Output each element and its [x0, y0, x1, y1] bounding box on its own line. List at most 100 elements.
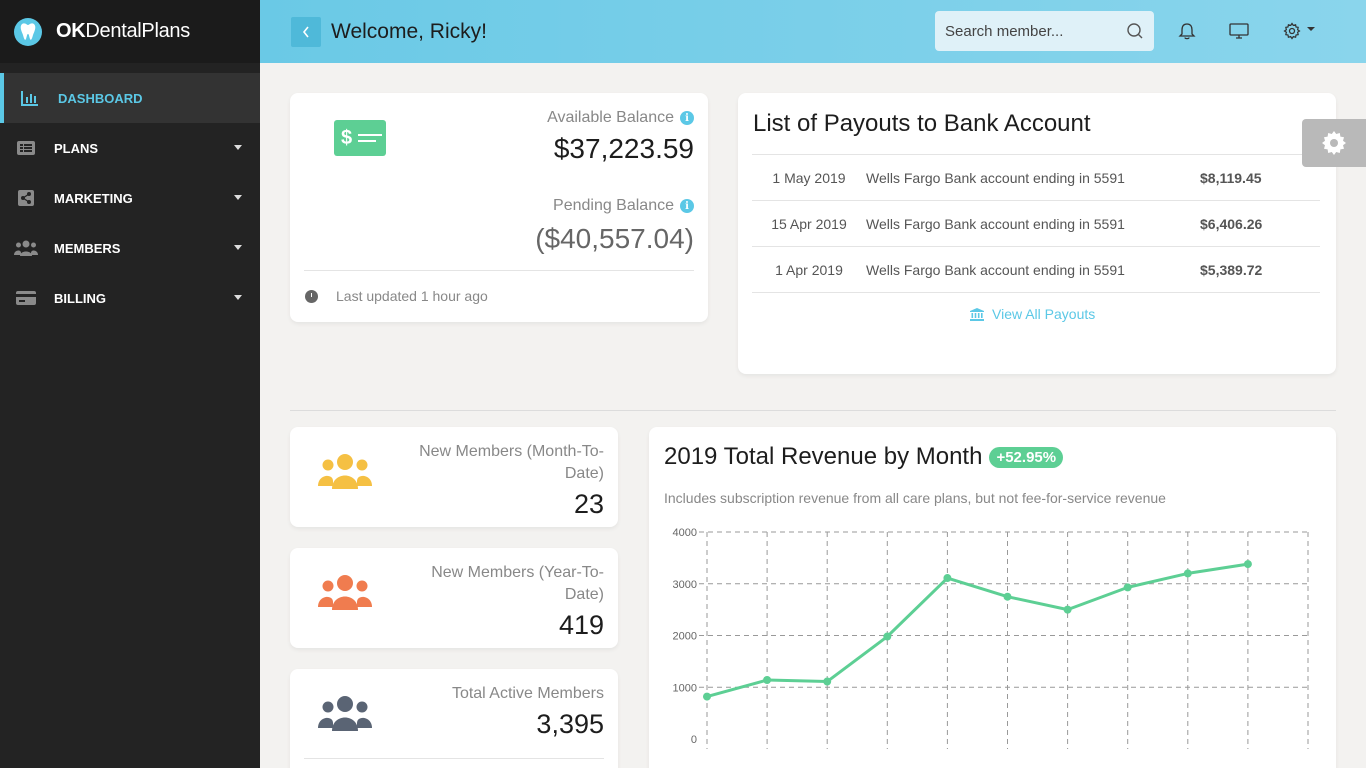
bank-icon — [970, 307, 984, 321]
stat-card-new-members-month: New Members (Month-To-Date) 23 — [290, 427, 618, 527]
stat-value: 23 — [573, 489, 604, 519]
chevron-down-icon — [234, 245, 242, 250]
revenue-title: 2019 Total Revenue by Month +52.95% — [664, 443, 1064, 471]
revenue-line-chart[interactable]: 0 1000 2000 3000 4000 — [649, 517, 1336, 767]
gear-icon — [1322, 131, 1346, 155]
available-balance-value: $37,223.59 — [553, 133, 694, 164]
data-point — [943, 574, 952, 583]
payout-date: 1 May 2019 — [752, 154, 866, 201]
list-icon — [14, 139, 38, 157]
sidebar-item-marketing[interactable]: MARKETING — [0, 173, 260, 223]
pending-balance-label: Pending Balance i — [553, 197, 694, 215]
payout-desc: Wells Fargo Bank account ending in 5591 — [866, 154, 1200, 201]
search-input[interactable] — [945, 22, 1126, 40]
sidebar-item-dashboard[interactable]: DASHBOARD — [0, 73, 260, 123]
stat-label: New Members (Year-To-Date) — [431, 564, 604, 603]
data-point — [823, 677, 832, 686]
welcome-title: Welcome, Ricky! — [331, 19, 487, 43]
payouts-title: List of Payouts to Bank Account — [753, 110, 1091, 137]
stat-value: 3,395 — [536, 709, 604, 739]
table-row[interactable]: 15 Apr 2019 Wells Fargo Bank account end… — [752, 200, 1320, 247]
y-tick-label: 4000 — [673, 527, 697, 539]
table-row[interactable]: 1 May 2019 Wells Fargo Bank account endi… — [752, 154, 1320, 201]
users-icon — [318, 574, 372, 617]
sidebar-item-label: BILLING — [54, 290, 106, 306]
bell-icon[interactable] — [1176, 20, 1198, 42]
view-all-payouts-link[interactable]: View All Payouts — [970, 306, 1095, 322]
data-point — [1183, 569, 1192, 578]
users-icon — [14, 239, 38, 257]
divider — [304, 270, 694, 271]
section-divider — [290, 410, 1336, 411]
last-updated: Last updated 1 hour ago — [305, 288, 488, 304]
chevron-down-icon[interactable] — [1305, 18, 1317, 40]
sidebar-nav: DASHBOARD PLANS MARKETING MEMBERS — [0, 73, 260, 323]
sidebar-item-members[interactable]: MEMBERS — [0, 223, 260, 273]
payouts-card: List of Payouts to Bank Account 1 May 20… — [738, 93, 1336, 374]
available-balance-label: Available Balance i — [547, 109, 694, 127]
payouts-table: 1 May 2019 Wells Fargo Bank account endi… — [752, 154, 1320, 293]
settings-panel-toggle[interactable] — [1302, 119, 1366, 167]
brand-name: OKDentalPlans — [56, 20, 190, 42]
stat-value: 419 — [558, 610, 604, 640]
gear-icon[interactable] — [1281, 20, 1303, 42]
stat-label: New Members (Month-To-Date) — [419, 443, 604, 482]
stat-label: Total Active Members — [451, 685, 604, 702]
payout-amount: $8,119.45 — [1200, 154, 1320, 201]
tooth-logo-icon — [14, 17, 42, 46]
sidebar-item-billing[interactable]: BILLING — [0, 273, 260, 323]
data-point — [1063, 605, 1072, 614]
chevron-down-icon — [234, 195, 242, 200]
bar-chart-icon — [18, 89, 42, 107]
stat-card-new-members-year: New Members (Year-To-Date) 419 — [290, 548, 618, 648]
stat-card-total-active: Total Active Members 3,395 — [290, 669, 618, 768]
top-header: Welcome, Ricky! — [260, 0, 1366, 63]
y-tick-label: 3000 — [673, 579, 697, 591]
table-row[interactable]: 1 Apr 2019 Wells Fargo Bank account endi… — [752, 246, 1320, 293]
payout-date: 15 Apr 2019 — [752, 200, 866, 247]
balance-card: $ Available Balance i $37,223.59 Pending… — [290, 93, 708, 322]
share-icon — [14, 189, 38, 207]
sidebar-item-label: PLANS — [54, 140, 99, 156]
y-tick-label: 0 — [691, 734, 697, 746]
sidebar-item-plans[interactable]: PLANS — [0, 123, 260, 173]
chevron-left-icon — [302, 26, 309, 37]
growth-badge: +52.95% — [989, 446, 1064, 468]
payout-amount: $6,406.26 — [1200, 200, 1320, 247]
data-point — [1243, 560, 1252, 569]
users-icon — [318, 453, 372, 496]
payout-desc: Wells Fargo Bank account ending in 5591 — [866, 200, 1200, 247]
pending-balance-value: ($40,557.04) — [535, 223, 694, 254]
y-tick-label: 1000 — [673, 682, 697, 694]
sidebar-item-label: MEMBERS — [54, 240, 121, 256]
info-icon[interactable]: i — [680, 199, 694, 213]
sidebar-item-label: MARKETING — [54, 190, 133, 206]
payout-date: 1 Apr 2019 — [752, 246, 866, 293]
search-icon[interactable] — [1126, 22, 1144, 40]
series-line — [706, 562, 1249, 699]
data-point — [703, 692, 711, 701]
collapse-sidebar-button[interactable] — [291, 16, 321, 47]
data-point — [1003, 592, 1012, 601]
credit-card-icon — [14, 289, 38, 307]
y-tick-label: 2000 — [673, 631, 697, 643]
revenue-subtitle: Includes subscription revenue from all c… — [664, 490, 1166, 506]
monitor-icon[interactable] — [1228, 20, 1250, 42]
payout-desc: Wells Fargo Bank account ending in 5591 — [866, 246, 1200, 293]
info-icon[interactable]: i — [680, 111, 694, 125]
money-icon: $ — [334, 120, 386, 156]
payout-amount: $5,389.72 — [1200, 246, 1320, 293]
chevron-down-icon — [234, 295, 242, 300]
data-point — [763, 676, 772, 685]
revenue-chart-card: 2019 Total Revenue by Month +52.95% Incl… — [649, 427, 1336, 768]
clock-icon — [305, 289, 318, 303]
chevron-down-icon — [234, 145, 242, 150]
data-point — [883, 632, 892, 641]
brand[interactable]: OKDentalPlans — [0, 0, 260, 63]
users-icon — [318, 695, 372, 738]
search-box[interactable] — [935, 11, 1154, 51]
sidebar-item-label: DASHBOARD — [58, 90, 143, 106]
divider — [304, 758, 604, 759]
sidebar: OKDentalPlans DASHBOARD PLANS MARKETING — [0, 0, 260, 768]
data-point — [1123, 583, 1132, 592]
